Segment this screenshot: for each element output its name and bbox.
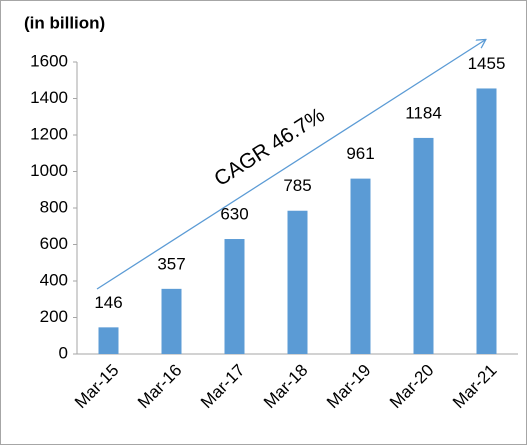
data-label: 357 — [157, 254, 185, 273]
y-tick-label: 1200 — [30, 124, 68, 143]
data-label: 785 — [283, 176, 311, 195]
bar — [413, 137, 434, 354]
y-tick-label: 800 — [40, 197, 68, 216]
data-label: 146 — [94, 293, 122, 312]
y-tick-label: 400 — [40, 270, 68, 289]
bar — [350, 178, 371, 354]
bar — [476, 88, 497, 355]
y-tick-label: 1000 — [30, 161, 68, 180]
chart-title: (in billion) — [24, 13, 105, 32]
y-tick-label: 200 — [40, 307, 68, 326]
bar — [224, 239, 245, 354]
bar — [287, 210, 308, 354]
data-label: 1184 — [405, 103, 442, 122]
y-tick-label: 1400 — [30, 88, 68, 107]
bar — [161, 288, 182, 354]
bar — [98, 327, 119, 354]
cagr-arrow — [96, 40, 485, 290]
y-tick-label: 0 — [59, 343, 68, 362]
data-label: 961 — [346, 144, 374, 163]
data-label: 630 — [220, 205, 248, 224]
data-label: 1455 — [468, 54, 506, 73]
y-tick-label: 600 — [40, 234, 68, 253]
y-tick-label: 1600 — [30, 51, 68, 70]
